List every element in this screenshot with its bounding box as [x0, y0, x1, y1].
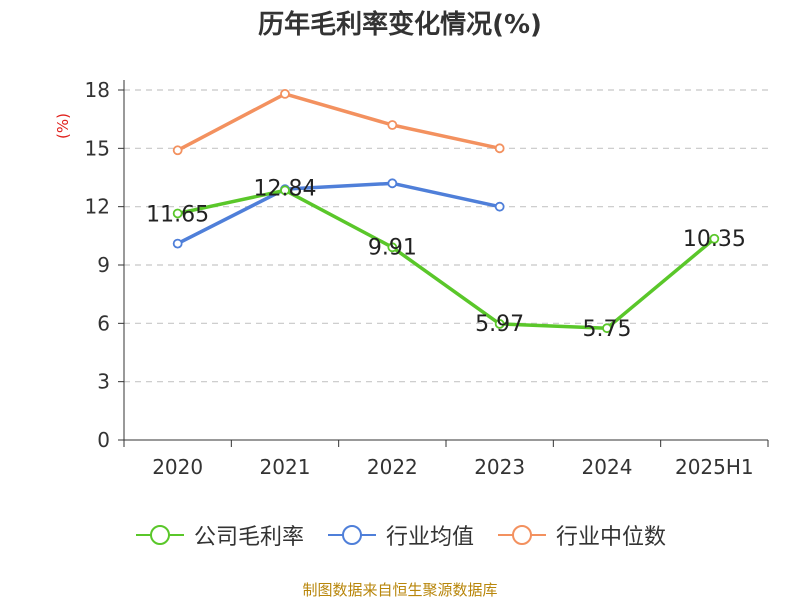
y-tick-label: 15 [85, 136, 110, 160]
data-point [602, 323, 612, 334]
source-note: 制图数据来自恒生聚源数据库 [302, 581, 498, 599]
data-point [387, 178, 398, 189]
axis-layer: 0 3 6 9 12 15 18 (%) 2020 2021 2022 2023 2024 2025H1 [54, 78, 769, 479]
data-label: 12.84 [254, 176, 317, 201]
y-tick-label: 6 [97, 311, 110, 335]
x-tick-label: 2025H1 [675, 455, 754, 479]
series-layer [172, 88, 720, 334]
series-line [177, 188, 716, 330]
data-point [494, 201, 505, 212]
x-tick-label: 2021 [260, 455, 311, 479]
legend-marker-icon [327, 525, 376, 545]
data-point [280, 88, 290, 99]
series-line [176, 92, 501, 152]
data-label-layer: 11.65 12.84 9.91 5.97 5.75 10.35 [146, 176, 746, 342]
y-tick-label: 0 [97, 428, 110, 452]
data-label: 5.97 [475, 312, 524, 337]
data-label: 11.65 [146, 202, 209, 227]
chart-title: 历年毛利率变化情况(%) [258, 10, 542, 40]
y-tick-label: 9 [97, 253, 110, 277]
data-point [494, 143, 505, 154]
legend-marker-icon [135, 525, 184, 545]
data-label: 5.75 [583, 317, 632, 342]
series-line [176, 181, 501, 246]
data-point [172, 145, 183, 156]
x-tick-label: 2023 [474, 455, 525, 479]
data-point [494, 319, 505, 329]
legend-label: 行业均值 [385, 525, 474, 550]
grid-layer [124, 89, 768, 383]
legend: 公司毛利率 行业均值 行业中位数 [0, 519, 800, 551]
legend-item[interactable]: 行业中位数 [496, 519, 666, 551]
x-tick-label: 2024 [582, 455, 633, 479]
data-label: 10.35 [683, 227, 746, 252]
y-tick-label: 3 [97, 370, 110, 394]
data-point [387, 120, 398, 130]
y-tick-label: 12 [85, 195, 110, 219]
legend-label: 行业中位数 [556, 525, 667, 550]
legend-label: 公司毛利率 [193, 525, 304, 550]
legend-item[interactable]: 行业均值 [326, 519, 474, 551]
data-point [709, 233, 720, 244]
data-point [172, 238, 183, 249]
data-point [280, 185, 290, 196]
x-tick-label: 2022 [367, 455, 418, 479]
y-axis-label: (%) [54, 113, 72, 139]
data-label: 9.91 [368, 235, 417, 260]
data-point [172, 208, 183, 219]
legend-marker-icon [498, 525, 546, 545]
data-point [387, 242, 398, 253]
x-tick-label: 2020 [152, 455, 203, 479]
legend-item[interactable]: 公司毛利率 [134, 519, 304, 551]
y-tick-label: 18 [85, 78, 110, 102]
